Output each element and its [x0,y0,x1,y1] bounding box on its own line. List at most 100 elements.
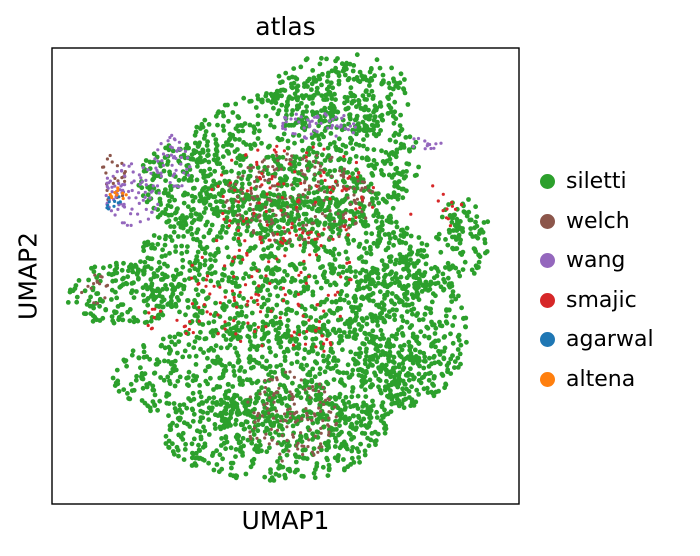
point-welch [302,444,306,448]
point-siletti [230,384,236,389]
point-smajic [223,327,227,331]
point-welch [320,212,325,216]
point-siletti [72,286,78,291]
point-siletti [269,269,275,274]
point-wang [172,184,176,188]
point-siletti [283,387,289,393]
point-siletti [211,387,216,392]
point-siletti [364,354,369,359]
point-siletti [271,423,276,428]
point-siletti [423,371,428,377]
point-siletti [358,302,364,308]
point-siletti [365,364,371,370]
point-smajic [246,299,250,303]
point-siletti [159,254,165,259]
point-siletti [196,442,201,448]
point-siletti [306,190,312,196]
point-siletti [400,195,406,201]
point-welch [284,212,288,216]
point-siletti [342,72,348,78]
point-siletti [372,103,378,109]
point-welch [255,436,259,440]
point-siletti [407,134,413,140]
point-welch [279,419,283,423]
point-siletti [343,443,349,449]
point-wang [416,136,421,141]
point-siletti [446,264,452,270]
point-siletti [386,194,392,200]
point-welch [266,165,270,169]
point-siletti [408,244,413,250]
point-siletti [293,228,298,234]
point-siletti [292,469,298,475]
point-siletti [364,239,369,244]
point-siletti [415,311,420,316]
point-siletti [426,335,432,341]
point-siletti [110,278,116,284]
point-siletti [148,277,154,282]
point-siletti [376,280,381,286]
point-siletti [473,234,479,239]
point-smajic [272,148,276,152]
point-siletti [328,80,334,86]
point-siletti [363,278,368,284]
point-wang [281,121,285,125]
point-siletti [387,137,393,143]
point-siletti [314,464,320,469]
point-siletti [307,372,313,378]
point-welch [251,208,255,212]
point-wang [113,213,117,217]
point-smajic [258,235,262,239]
point-siletti [282,395,288,401]
point-siletti [212,168,218,174]
point-welch [360,180,364,184]
point-siletti [364,370,369,376]
point-siletti [225,382,231,387]
point-welch [271,165,275,169]
point-siletti [452,359,458,364]
point-siletti [236,312,242,318]
point-welch [308,428,312,432]
point-smajic [267,260,271,264]
point-wang [172,172,177,176]
point-siletti [378,328,384,333]
point-siletti [277,319,283,325]
point-siletti [147,159,153,165]
point-smajic [230,289,234,293]
point-wang [153,206,158,210]
point-siletti [271,105,276,111]
point-siletti [194,177,200,183]
point-wang [104,193,108,198]
point-siletti [139,185,145,191]
point-welch [307,386,311,390]
point-siletti [380,117,386,123]
point-siletti [423,305,429,311]
point-siletti [180,257,186,263]
point-siletti [163,145,169,151]
point-siletti [451,264,456,270]
point-smajic [288,231,292,235]
point-siletti [167,351,172,356]
point-welch [249,189,253,193]
point-welch [270,378,274,382]
point-smajic [257,284,261,288]
point-siletti [313,79,319,84]
legend-item-altena: altena [540,360,654,400]
point-smajic [223,295,227,299]
point-smajic [299,181,303,185]
point-siletti [390,113,396,119]
point-siletti [387,314,392,320]
point-siletti [275,293,280,299]
point-siletti [336,271,342,277]
point-siletti [458,342,464,348]
point-siletti [443,319,449,325]
point-siletti [223,337,229,342]
point-siletti [264,358,269,364]
point-siletti [335,358,341,363]
point-welch [320,445,324,449]
point-agarwal [107,200,111,204]
point-siletti [259,354,265,360]
point-siletti [396,373,402,378]
point-smajic [441,209,445,213]
point-siletti [269,402,275,408]
